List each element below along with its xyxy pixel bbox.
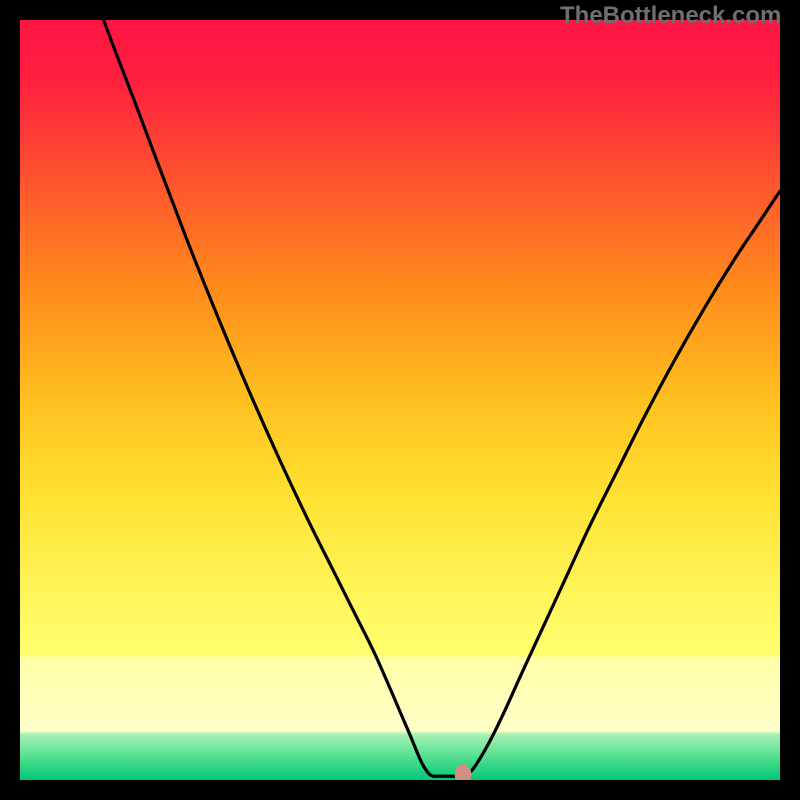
bottleneck-chart bbox=[20, 20, 780, 780]
chart-background bbox=[20, 20, 780, 780]
watermark-text: TheBottleneck.com bbox=[560, 2, 781, 30]
